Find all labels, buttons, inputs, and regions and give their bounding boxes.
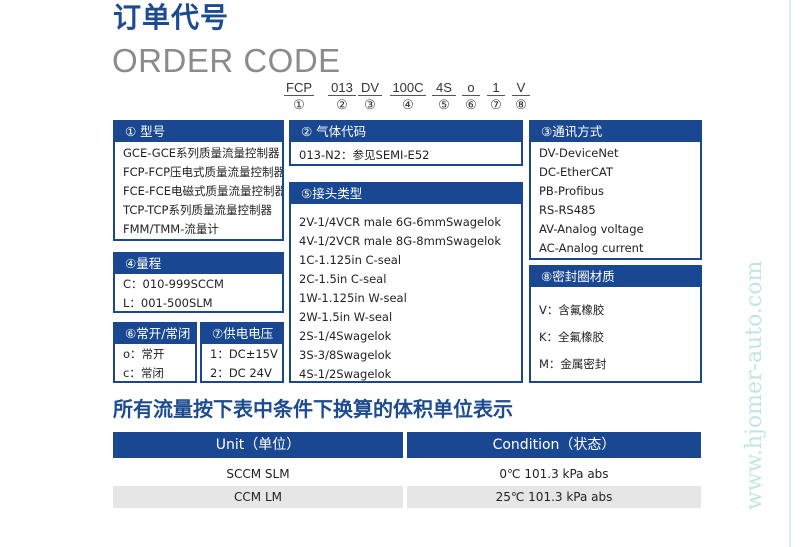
list-item: K：全氟橡胶: [539, 330, 605, 344]
code-value: 100C: [390, 80, 426, 96]
list-item: 1C-1.125in C-seal: [299, 253, 402, 267]
list-item: c：常闭: [123, 366, 164, 380]
box-title: ⑥常开/常闭: [115, 324, 195, 344]
code-segment: 4S ⑤: [432, 80, 456, 112]
list-item: TCP-TCP系列质量流量控制器: [123, 203, 272, 217]
table-header-condition: Condition（状态）: [407, 432, 701, 458]
code-segment: FCP ①: [284, 80, 314, 112]
list-item: V：含氟橡胶: [539, 303, 605, 317]
list-item: 2S-1/4Swagelok: [299, 329, 392, 343]
list-item: AV-Analog voltage: [539, 222, 644, 236]
list-item: 1：DC±15V: [210, 347, 278, 361]
list-item: M：金属密封: [539, 357, 607, 371]
box-title: ⑦供电电压: [202, 324, 282, 344]
list-item: o：常开: [123, 347, 165, 361]
box-gas-code: ② 气体代码 013-N2：参见SEMI-E52: [289, 120, 523, 166]
list-item: FCP-FCP压电式质量流量控制器: [123, 165, 284, 179]
list-item: C：010-999SCCM: [123, 277, 224, 291]
code-index: ⑥: [465, 97, 477, 112]
list-item: FMM/TMM-流量计: [123, 222, 219, 236]
list-item: AC-Analog current: [539, 241, 644, 255]
box-seal-material: ⑧密封圈材质 V：含氟橡胶 K：全氟橡胶 M：金属密封: [529, 265, 702, 383]
code-index: ⑦: [490, 97, 502, 112]
code-value: 013: [328, 80, 356, 96]
code-index: ⑧: [515, 97, 527, 112]
code-value: 1: [487, 80, 505, 96]
list-item: 2C-1.5in C-seal: [299, 272, 387, 286]
table-cell: 25℃ 101.3 kPa abs: [407, 486, 701, 508]
code-segment: DV ③: [358, 80, 382, 112]
code-segment: 013 ②: [328, 80, 356, 112]
list-item: 2：DC 24V: [210, 366, 272, 380]
box-fitting-type: ⑤接头类型 2V-1/4VCR male 6G-6mmSwagelok 4V-1/2…: [289, 182, 523, 383]
code-index: ①: [293, 97, 305, 112]
page-title: 订单代号: [113, 1, 230, 34]
box-supply-voltage: ⑦供电电压 1：DC±15V 2：DC 24V: [200, 322, 284, 383]
box-title: ② 气体代码: [291, 122, 521, 142]
section-heading: 所有流量按下表中条件下换算的体积单位表示: [113, 397, 513, 421]
box-title: ③通讯方式: [531, 122, 700, 142]
code-index: ②: [336, 97, 348, 112]
code-value: V: [512, 80, 530, 96]
table-cell: SCCM SLM: [226, 467, 290, 481]
table-cell: CCM LM: [113, 486, 403, 508]
box-title: ⑤接头类型: [291, 184, 521, 204]
box-title: ⑧密封圈材质: [531, 267, 700, 287]
code-index: ③: [364, 97, 376, 112]
page-edge-line: [789, 0, 791, 547]
list-item: L：001-500SLM: [123, 296, 213, 310]
list-item: 3S-3/8Swagelok: [299, 348, 392, 362]
code-segment: 100C ④: [390, 80, 426, 112]
list-item: 4S-1/2Swagelok: [299, 367, 392, 381]
list-item: 013-N2：参见SEMI-E52: [299, 148, 430, 162]
list-item: GCE-GCE系列质量流量控制器: [123, 146, 280, 160]
box-title: ① 型号: [115, 122, 282, 142]
table-header-unit: Unit（单位）: [113, 432, 403, 458]
box-title: ④量程: [115, 254, 282, 274]
code-value: FCP: [284, 80, 314, 96]
list-item: FCE-FCE电磁式质量流量控制器: [123, 184, 284, 198]
list-item: RS-RS485: [539, 203, 596, 217]
list-item: 1W-1.125in W-seal: [299, 291, 407, 305]
box-model: ① 型号 GCE-GCE系列质量流量控制器 FCP-FCP压电式质量流量控制器 FCE…: [113, 120, 284, 241]
watermark: www.hjomer-auto.com: [742, 260, 767, 510]
box-communication: ③通讯方式 DV-DeviceNet DC-EtherCAT PB-Profibus R…: [529, 120, 702, 260]
list-item: PB-Profibus: [539, 184, 605, 198]
code-value: DV: [358, 80, 382, 96]
box-normally-open-closed: ⑥常开/常闭 o：常开 c：常闭: [113, 322, 197, 383]
code-index: ④: [402, 97, 414, 112]
list-item: 2V-1/4VCR male 6G-6mmSwagelok: [299, 215, 502, 229]
list-item: 4V-1/2VCR male 8G-8mmSwagelok: [299, 234, 502, 248]
box-range: ④量程 C：010-999SCCM L：001-500SLM: [113, 252, 284, 313]
list-item: DV-DeviceNet: [539, 146, 619, 160]
page-subtitle: ORDER CODE: [112, 42, 341, 79]
list-item: DC-EtherCAT: [539, 165, 613, 179]
table-cell: 0℃ 101.3 kPa abs: [499, 467, 609, 481]
code-index: ⑤: [438, 97, 450, 112]
code-value: 4S: [432, 80, 456, 96]
code-value: o: [462, 80, 480, 96]
list-item: 2W-1.5in W-seal: [299, 310, 393, 324]
